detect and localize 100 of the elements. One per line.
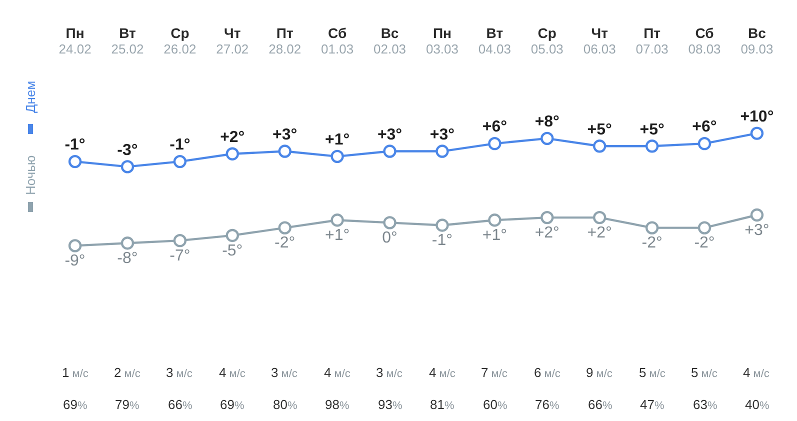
data-label: +5° — [640, 121, 664, 138]
text: 5 м/с — [691, 365, 718, 380]
point — [540, 132, 554, 146]
x-tick-label: Ср 05.03 — [530, 25, 564, 57]
text: 4 м/с — [219, 365, 246, 380]
data-label: +3° — [272, 126, 298, 144]
data-label: -2° — [274, 234, 296, 252]
point — [750, 208, 764, 222]
data-label: -3° — [117, 142, 138, 159]
text: 98% — [325, 397, 350, 412]
point — [750, 126, 764, 140]
text: 4 м/с — [743, 365, 770, 380]
x-tick-label: Вс 09.03 — [740, 25, 774, 57]
text: 79% — [115, 397, 140, 412]
text: 4 м/с — [324, 365, 351, 380]
data-label: -1° — [432, 232, 453, 250]
text: 2 м/с — [114, 365, 141, 380]
text: 66% — [588, 397, 612, 412]
text: 47% — [640, 397, 664, 412]
point — [120, 160, 134, 174]
x-tick-label: Пн 03.03 — [426, 25, 459, 57]
text: 69% — [63, 397, 88, 412]
text: 5 м/с — [639, 365, 666, 380]
text: 66% — [168, 397, 192, 412]
text: Ночью — [23, 155, 38, 195]
data-label: +2° — [220, 128, 245, 146]
point — [488, 214, 502, 227]
data-label: +2° — [587, 224, 612, 242]
point — [436, 144, 449, 158]
data-label: +1° — [324, 132, 350, 149]
text: 3 м/с — [166, 365, 193, 380]
point — [278, 221, 292, 234]
text: 60% — [483, 397, 508, 412]
data-label: -1° — [64, 136, 86, 154]
point — [173, 234, 187, 248]
data-label: +2° — [534, 224, 560, 242]
data-label: +10° — [740, 108, 774, 126]
point — [330, 150, 344, 164]
text: 93% — [378, 397, 402, 412]
x-tick-label: Пт 28.02 — [268, 25, 302, 57]
text: 80% — [273, 397, 298, 412]
point — [226, 228, 239, 242]
x-tick-label: Пт 07.03 — [636, 25, 668, 57]
x-tick-label: Ср 26.02 — [164, 25, 196, 57]
data-label: -5° — [222, 242, 243, 260]
x-tick-label: Чт 27.02 — [216, 25, 249, 57]
data-label: -1° — [170, 136, 190, 154]
text: 7 м/с — [481, 365, 508, 380]
data-label: +5° — [587, 121, 612, 138]
data-label: +6° — [482, 118, 508, 136]
data-label: -8° — [117, 250, 138, 268]
text: 76% — [535, 397, 560, 412]
data-label: +1° — [482, 226, 508, 244]
data-label: -2° — [694, 234, 715, 252]
point — [330, 214, 344, 227]
x-tick-label: Вс 02.03 — [373, 25, 406, 57]
x-tick-label: Пн 24.02 — [58, 25, 92, 57]
text: 1 м/с — [62, 365, 89, 380]
data-label: +3° — [430, 126, 455, 144]
text: Днем — [23, 80, 38, 113]
text: 69% — [220, 397, 244, 412]
text: 9 м/с — [586, 365, 613, 380]
text: 63% — [693, 397, 718, 412]
text: 81% — [430, 397, 454, 412]
data-label: 0° — [382, 230, 398, 247]
text: 3 м/с — [271, 365, 298, 380]
x-tick-label: Сб 08.03 — [688, 25, 721, 57]
data-label: +8° — [534, 114, 560, 131]
point — [593, 210, 606, 224]
data-label: -2° — [642, 234, 662, 252]
data-label: +6° — [692, 118, 717, 136]
point — [120, 236, 134, 250]
point — [698, 136, 712, 150]
text: 3 м/с — [376, 365, 403, 380]
text: 4 м/с — [429, 365, 456, 380]
x-tick-label: Вт 25.02 — [111, 25, 144, 57]
x-tick-label: Вт 04.03 — [478, 25, 511, 57]
point — [645, 221, 659, 234]
point — [698, 221, 712, 234]
point — [436, 218, 449, 232]
point — [278, 144, 292, 158]
data-label: +3° — [377, 126, 402, 144]
text: 6 м/с — [534, 365, 561, 380]
point — [226, 147, 239, 160]
data-label: -9° — [64, 252, 86, 270]
point — [540, 210, 554, 224]
data-label: +1° — [324, 226, 350, 244]
point — [383, 216, 396, 230]
point — [383, 144, 396, 158]
x-tick-label: Сб 01.03 — [321, 25, 354, 57]
point — [68, 154, 82, 168]
point — [173, 154, 187, 168]
point — [593, 140, 606, 153]
point — [68, 239, 82, 252]
data-label: -7° — [170, 247, 190, 264]
text: 40% — [745, 397, 770, 412]
point — [488, 136, 502, 150]
point — [645, 140, 659, 153]
data-label: +3° — [744, 222, 770, 239]
x-tick-label: Чт 06.03 — [583, 25, 616, 57]
